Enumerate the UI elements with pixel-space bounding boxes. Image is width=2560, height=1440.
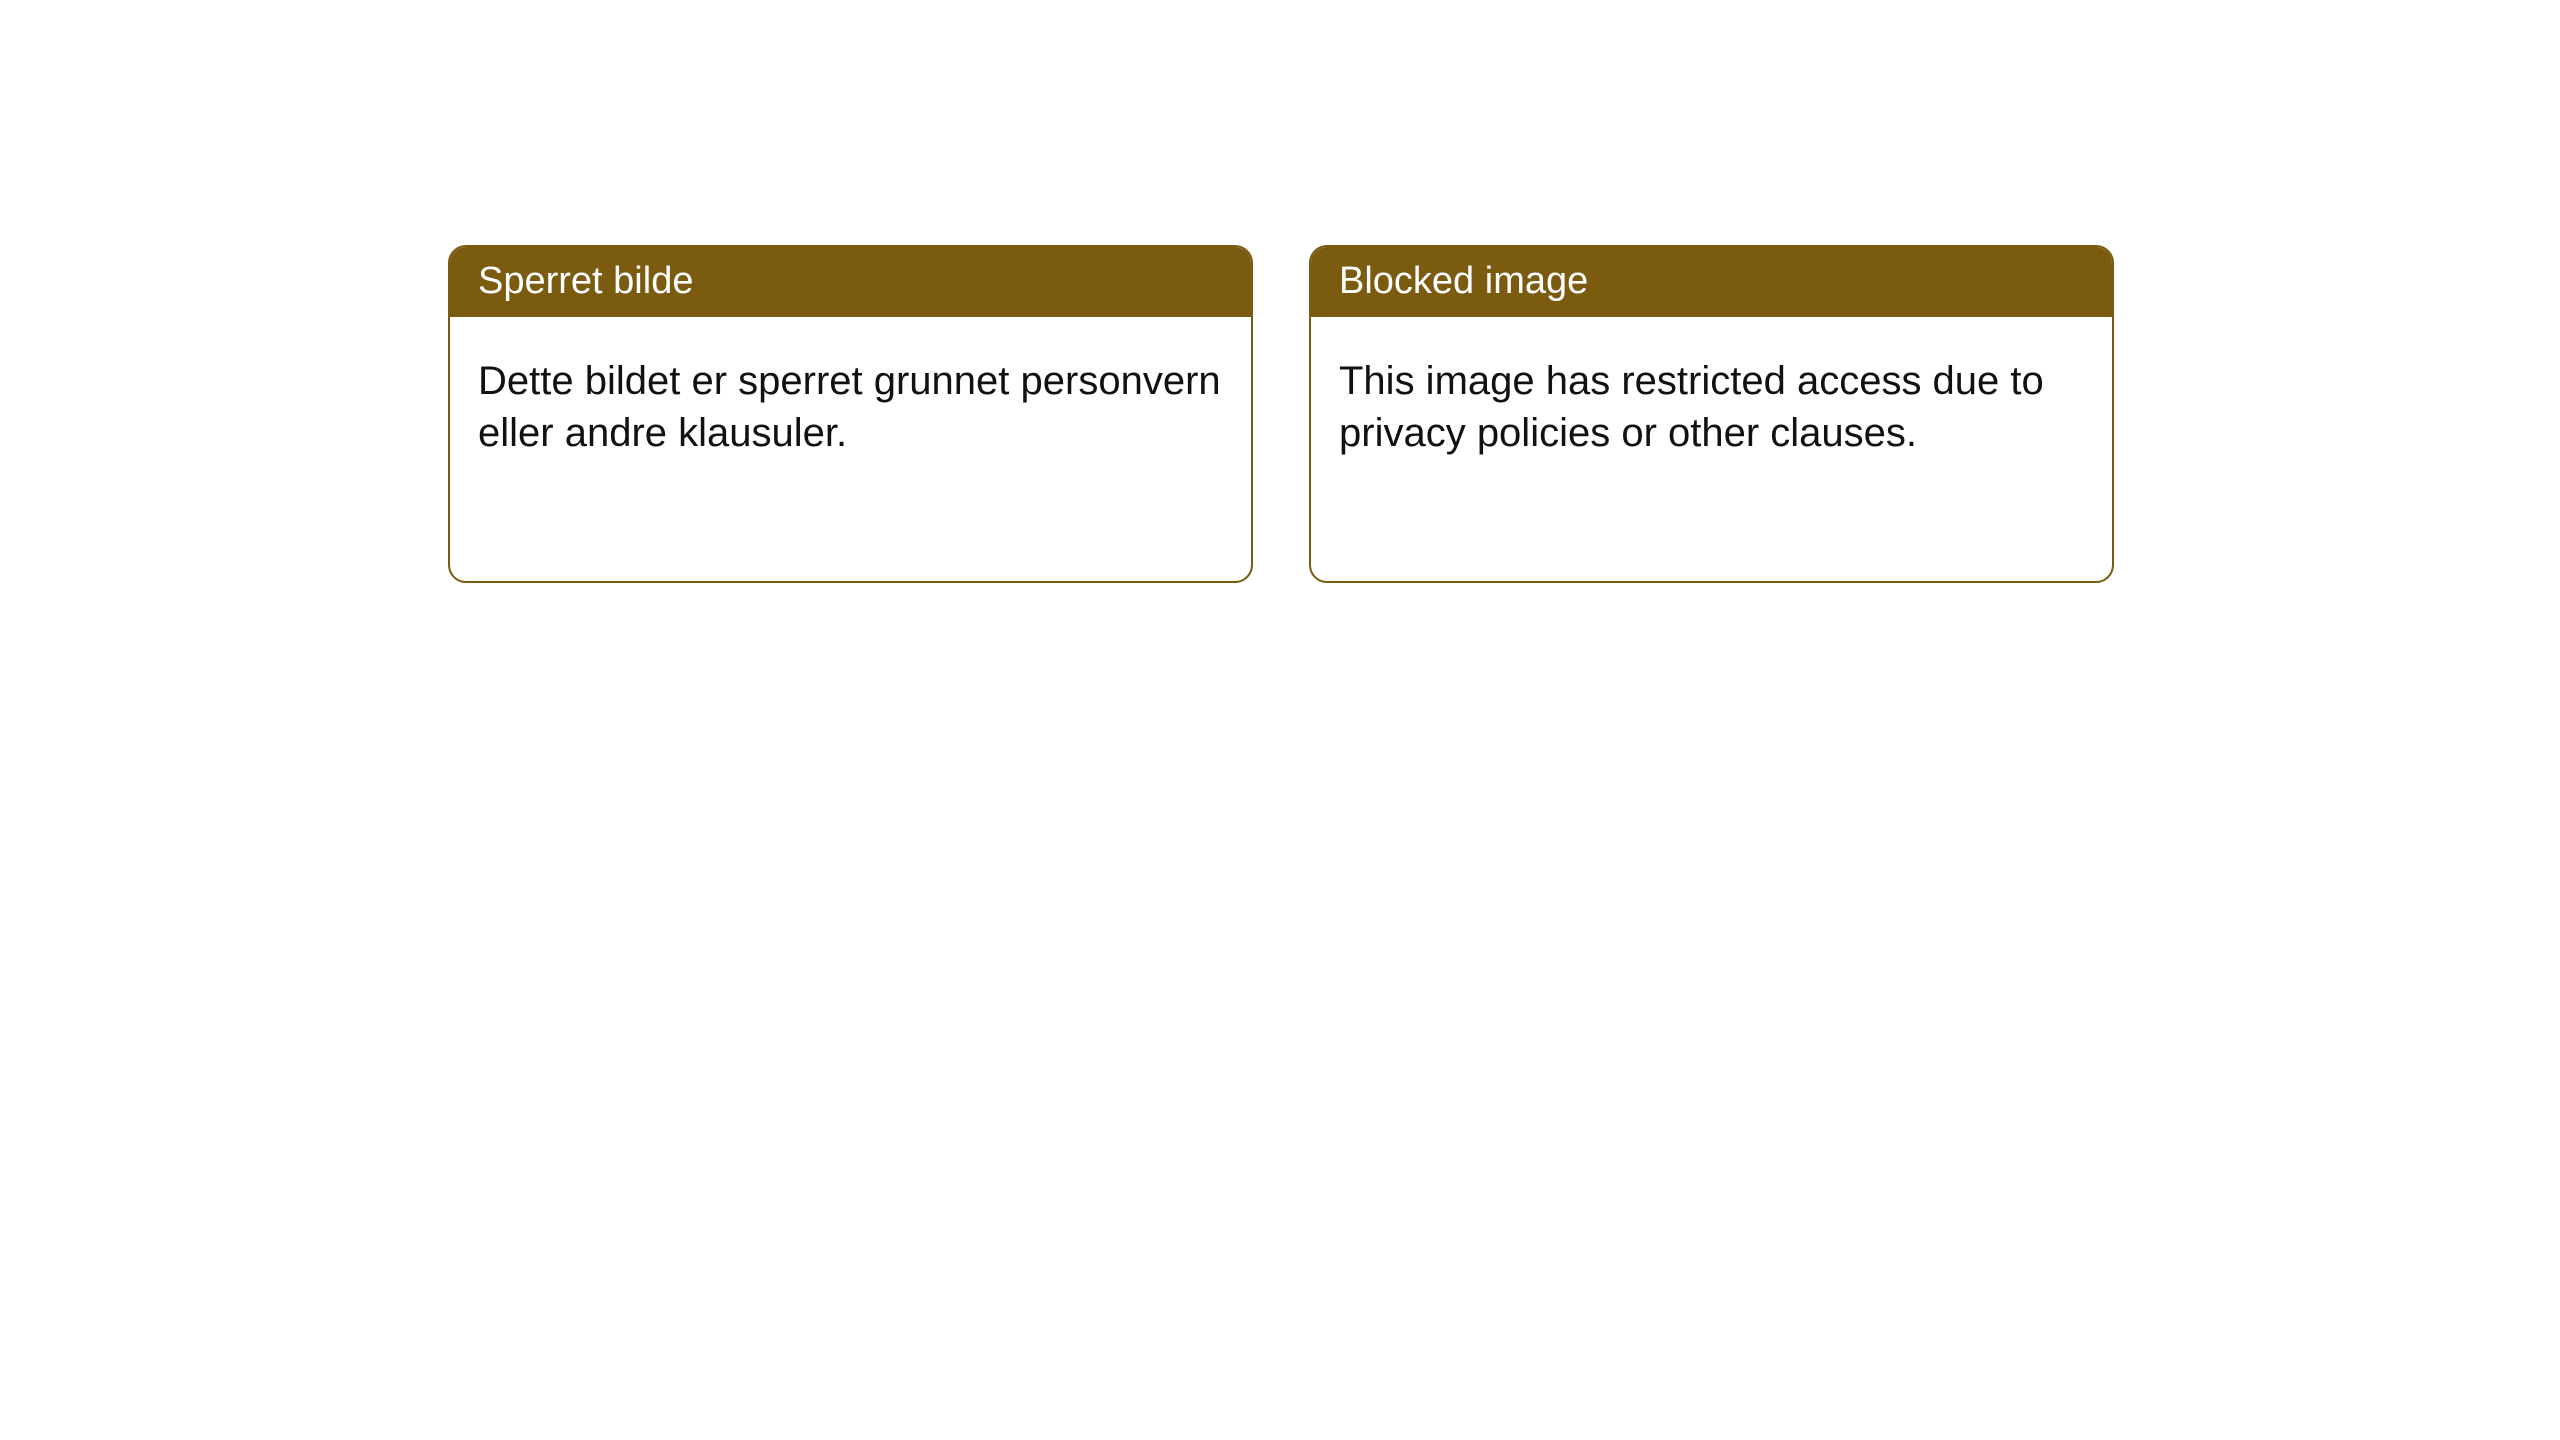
notice-card-english: Blocked image This image has restricted … bbox=[1309, 245, 2114, 583]
notice-card-title: Blocked image bbox=[1311, 247, 2112, 317]
notice-cards-row: Sperret bilde Dette bildet er sperret gr… bbox=[0, 0, 2560, 583]
notice-card-body: This image has restricted access due to … bbox=[1311, 317, 2112, 487]
notice-card-body: Dette bildet er sperret grunnet personve… bbox=[450, 317, 1251, 487]
notice-card-title: Sperret bilde bbox=[450, 247, 1251, 317]
notice-card-norwegian: Sperret bilde Dette bildet er sperret gr… bbox=[448, 245, 1253, 583]
